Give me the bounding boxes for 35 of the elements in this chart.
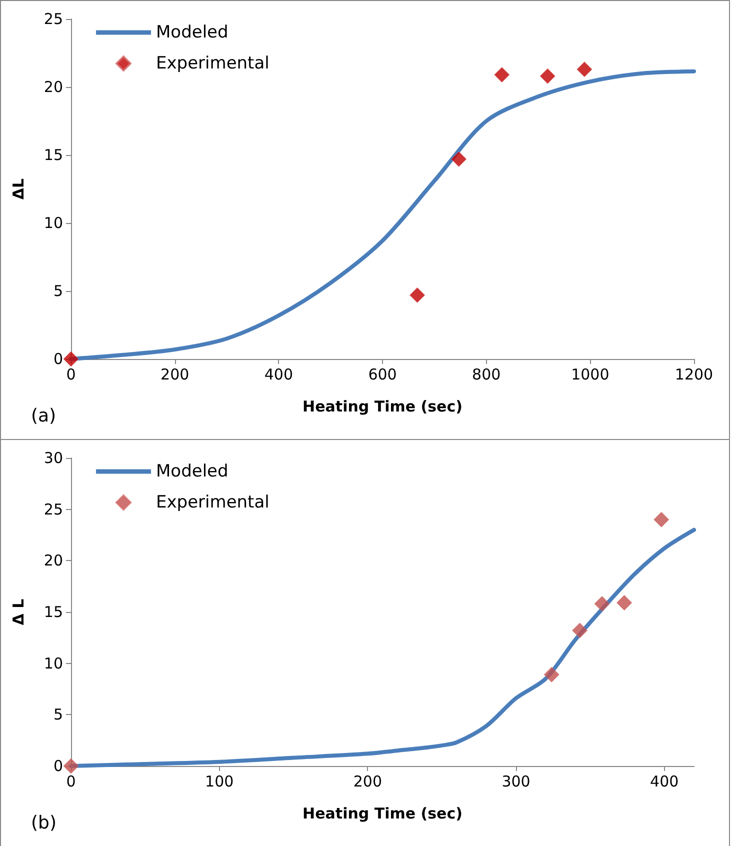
y-tick-label: 5: [53, 706, 63, 724]
x-tick-label: 0: [66, 772, 76, 790]
y-tick-label: 0: [53, 350, 63, 368]
y-tick-label: 15: [44, 146, 63, 164]
y-tick-label: 10: [44, 214, 63, 232]
text: (b): [31, 812, 56, 834]
x-tick-label: 400: [650, 772, 679, 790]
x-tick-label: 300: [502, 772, 530, 790]
legend-label: Experimental: [156, 492, 270, 512]
x-axis-title: Heating Time (sec): [302, 804, 462, 822]
y-tick-label: 5: [53, 282, 63, 300]
x-tick-label: 600: [368, 366, 397, 384]
x-tick-label: 200: [160, 366, 190, 384]
y-tick-label: 25: [44, 500, 63, 518]
x-tick-label: 1000: [571, 366, 610, 384]
x-axis-title: Heating Time (sec): [302, 398, 462, 416]
y-tick-label: 20: [44, 552, 63, 570]
y-tick-label: 15: [44, 603, 63, 621]
y-tick-label: 10: [44, 654, 63, 672]
x-tick-label: 800: [472, 366, 501, 384]
y-tick-label: 30: [44, 449, 63, 467]
y-tick-label: 25: [44, 10, 63, 28]
y-tick-label: 20: [44, 78, 63, 96]
y-axis-title: Δ L: [10, 598, 28, 626]
x-tick-label: 100: [205, 772, 234, 790]
y-axis-title: ΔL: [10, 178, 28, 200]
legend-label: Experimental: [156, 54, 270, 74]
legend-label: Modeled: [156, 462, 228, 482]
x-tick-label: 400: [264, 366, 293, 384]
x-tick-label: 200: [353, 772, 382, 790]
text: (a): [31, 406, 56, 426]
legend-label: Modeled: [156, 22, 228, 42]
y-tick-label: 0: [53, 757, 63, 775]
x-tick-label: 0: [66, 366, 76, 384]
x-tick-label: 1200: [674, 366, 714, 384]
